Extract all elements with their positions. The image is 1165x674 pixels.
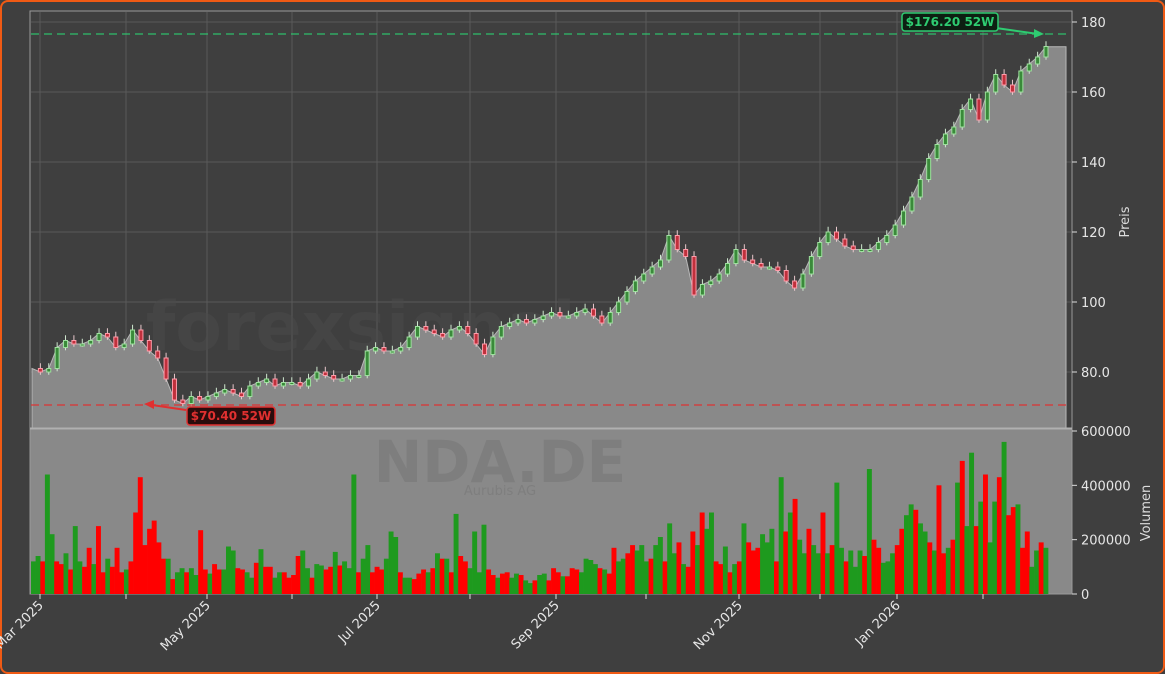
volume-bars: [31, 441, 1049, 595]
svg-text:$176.20 52W: $176.20 52W: [906, 15, 995, 29]
svg-text:160: 160: [1081, 86, 1106, 101]
svg-text:0: 0: [1081, 588, 1089, 603]
company-watermark: Aurubis AG: [464, 484, 536, 499]
svg-text:180: 180: [1081, 16, 1106, 31]
svg-text:600000: 600000: [1081, 425, 1131, 440]
svg-text:$70.40 52W: $70.40 52W: [191, 409, 271, 423]
svg-text:Nov 2025: Nov 2025: [691, 598, 746, 653]
candlesticks: [37, 41, 1049, 407]
svg-text:Mar 2025: Mar 2025: [0, 598, 47, 652]
high-52w-annotation: $176.20 52W: [901, 12, 1044, 38]
svg-text:400000: 400000: [1081, 479, 1131, 494]
svg-text:200000: 200000: [1081, 534, 1131, 549]
price-axis: 80.0 100 120 140 160 180: [1072, 16, 1110, 381]
volume-axis-label: Volumen: [1139, 485, 1154, 542]
svg-text:Sep 2025: Sep 2025: [509, 598, 563, 652]
svg-text:140: 140: [1081, 156, 1106, 171]
svg-text:May 2025: May 2025: [158, 598, 214, 654]
svg-text:Jul 2025: Jul 2025: [335, 598, 384, 647]
svg-text:Jan 2026: Jan 2026: [852, 598, 904, 650]
ticker-watermark: NDA.DE: [374, 428, 626, 496]
date-axis: Mar 2025 May 2025 Jul 2025 Sep 2025 Nov 2025…: [0, 594, 984, 654]
price-axis-label: Preis: [1118, 206, 1133, 237]
svg-text:80.0: 80.0: [1081, 366, 1110, 381]
low-52w-annotation: $70.40 52W: [144, 400, 276, 426]
volume-axis: 0 200000 400000 600000: [1072, 425, 1131, 603]
svg-text:120: 120: [1081, 226, 1106, 241]
svg-text:100: 100: [1081, 296, 1106, 311]
